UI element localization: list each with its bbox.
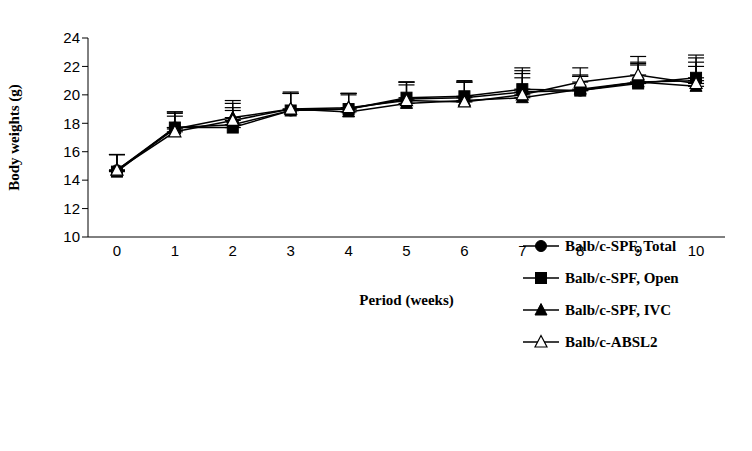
svg-text:6: 6 bbox=[460, 242, 468, 259]
svg-text:16: 16 bbox=[63, 143, 80, 160]
svg-text:10: 10 bbox=[63, 228, 80, 245]
svg-text:4: 4 bbox=[344, 242, 352, 259]
svg-text:12: 12 bbox=[63, 200, 80, 217]
svg-text:5: 5 bbox=[402, 242, 410, 259]
svg-text:14: 14 bbox=[63, 171, 80, 188]
svg-text:Body weights (g): Body weights (g) bbox=[8, 84, 23, 191]
svg-text:10: 10 bbox=[688, 242, 705, 259]
svg-text:24: 24 bbox=[63, 29, 80, 46]
svg-text:Period (weeks): Period (weeks) bbox=[359, 292, 454, 309]
svg-text:1: 1 bbox=[171, 242, 179, 259]
svg-text:22: 22 bbox=[63, 58, 80, 75]
svg-text:7: 7 bbox=[518, 242, 526, 259]
svg-text:9: 9 bbox=[634, 242, 642, 259]
svg-text:8: 8 bbox=[576, 242, 584, 259]
svg-text:18: 18 bbox=[63, 115, 80, 132]
svg-text:0: 0 bbox=[113, 242, 121, 259]
svg-text:2: 2 bbox=[229, 242, 237, 259]
svg-text:3: 3 bbox=[287, 242, 295, 259]
svg-text:20: 20 bbox=[63, 86, 80, 103]
